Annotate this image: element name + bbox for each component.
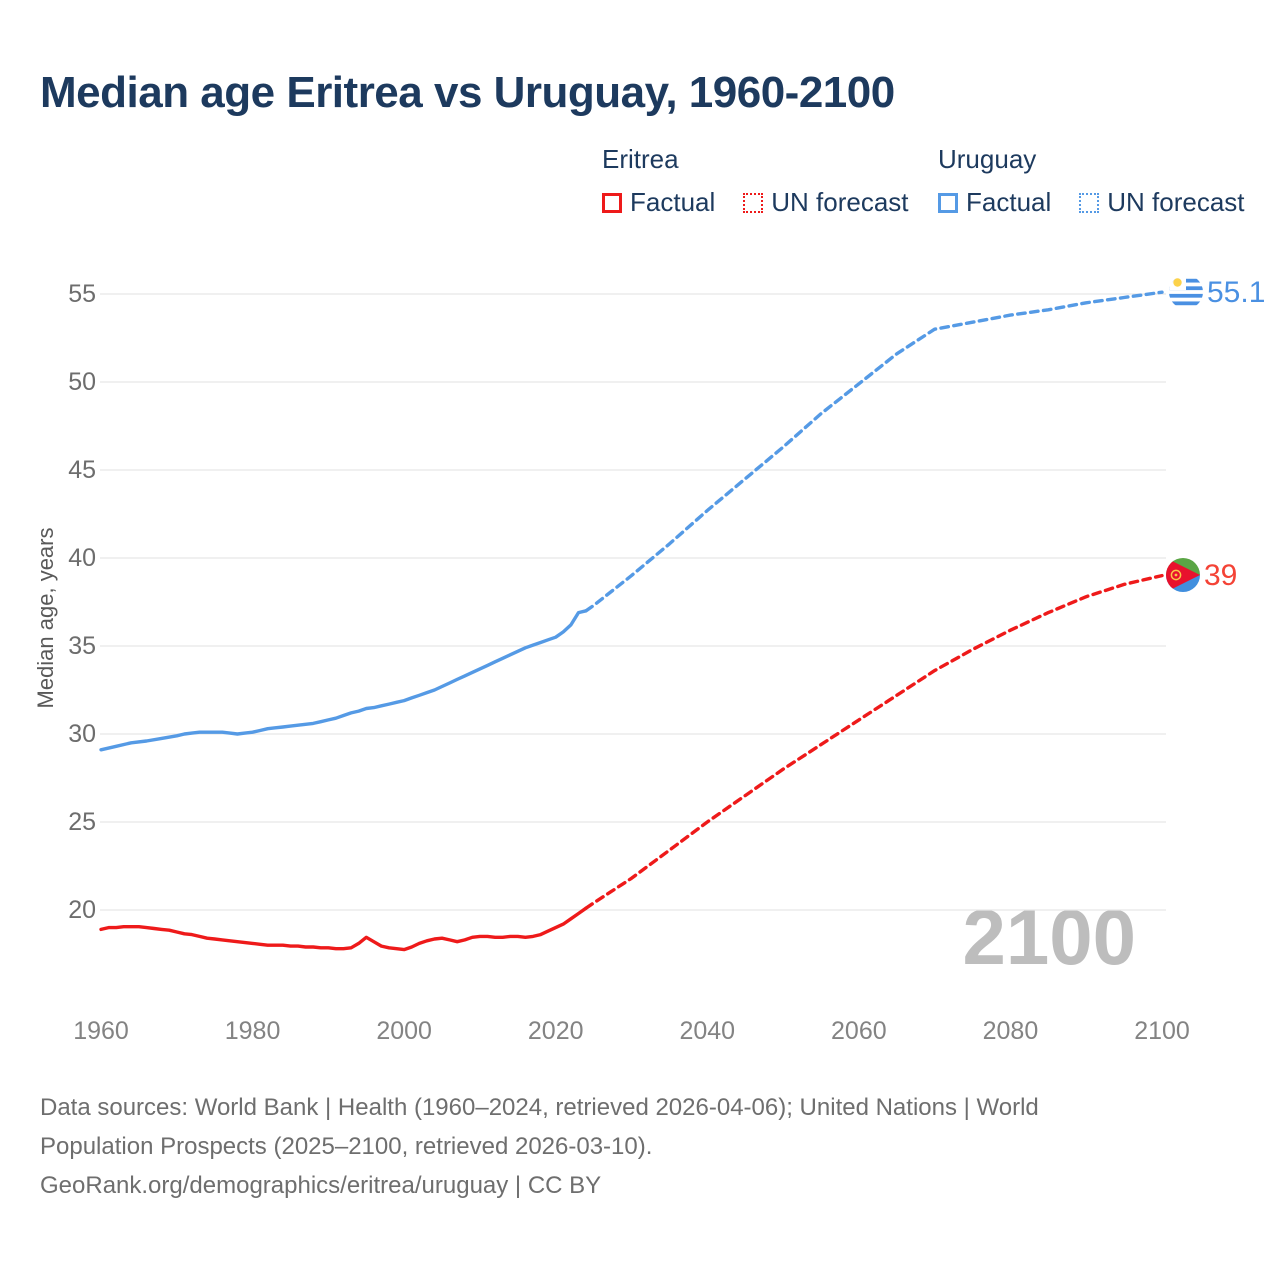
y-tick-label: 45: [68, 456, 96, 484]
series-line-eritrea-forecast: [584, 573, 1164, 910]
eritrea-end-value: 39: [1204, 559, 1238, 592]
dotted-line-swatch-icon: [743, 192, 764, 213]
dotted-line-swatch-icon: [1079, 192, 1100, 213]
y-tick-label: 20: [68, 896, 96, 924]
watermark-year: 2100: [962, 893, 1136, 981]
uruguay-flag-icon: [1169, 275, 1203, 309]
legend-item-eritrea-factual: Factual: [602, 187, 715, 218]
legend-item-label: UN forecast: [771, 187, 909, 217]
gridlines: [100, 293, 1166, 911]
x-tick-label: 2020: [527, 1017, 584, 1045]
legend-item-eritrea-forecast: UN forecast: [743, 187, 909, 218]
solid-line-swatch-icon: [938, 192, 958, 213]
legend-item-label: UN forecast: [1107, 187, 1245, 217]
y-tick-label: 35: [68, 632, 96, 660]
series-line-uruguay-forecast: [584, 290, 1164, 613]
uruguay-end-value: 55.1: [1207, 276, 1266, 309]
legend-item-label: Factual: [966, 187, 1052, 217]
legend-group-eritrea: Eritrea Factual UN forecast: [602, 144, 909, 218]
x-tick-label: 2000: [376, 1017, 432, 1045]
x-tick-label: 2040: [679, 1017, 736, 1045]
legend-item-label: Factual: [630, 187, 716, 217]
series-line-uruguay-factual: [99, 609, 588, 752]
footer: Data sources: World Bank | Health (1960–…: [40, 1088, 1200, 1205]
legend-item-uruguay-factual: Factual: [938, 187, 1051, 218]
solid-line-swatch-icon: [602, 192, 622, 213]
x-tick-label: 2080: [982, 1017, 1039, 1045]
y-tick-label: 55: [68, 280, 96, 308]
series-lines: [99, 290, 1164, 952]
x-tick-label: 1960: [73, 1017, 129, 1045]
x-tick-label: 1980: [224, 1017, 281, 1045]
footer-attribution: GeoRank.org/demographics/eritrea/uruguay…: [40, 1172, 602, 1199]
y-tick-label: 30: [68, 720, 96, 748]
footer-sources-line2: Population Prospects (2025–2100, retriev…: [40, 1133, 653, 1160]
y-tick-label: 25: [68, 808, 96, 836]
legend-series-title-uruguay: Uruguay: [938, 144, 1037, 174]
x-tick-label: 2100: [1134, 1017, 1190, 1045]
chart-title: Median age Eritrea vs Uruguay, 1960-2100: [40, 68, 895, 117]
y-tick-label: 40: [68, 544, 96, 572]
y-tick-label: 50: [68, 368, 96, 396]
legend-row-eritrea: Factual UN forecast: [602, 187, 909, 218]
legend-item-uruguay-forecast: UN forecast: [1079, 187, 1245, 218]
x-tick-label: 2060: [831, 1017, 887, 1045]
legend-series-title-eritrea: Eritrea: [602, 144, 679, 174]
eritrea-flag-icon: [1166, 558, 1200, 592]
legend-group-uruguay: Uruguay Factual UN forecast: [938, 144, 1245, 218]
footer-sources-line1: Data sources: World Bank | Health (1960–…: [40, 1094, 1039, 1121]
series-line-eritrea-factual: [99, 906, 588, 952]
legend-row-uruguay: Factual UN forecast: [938, 187, 1245, 218]
